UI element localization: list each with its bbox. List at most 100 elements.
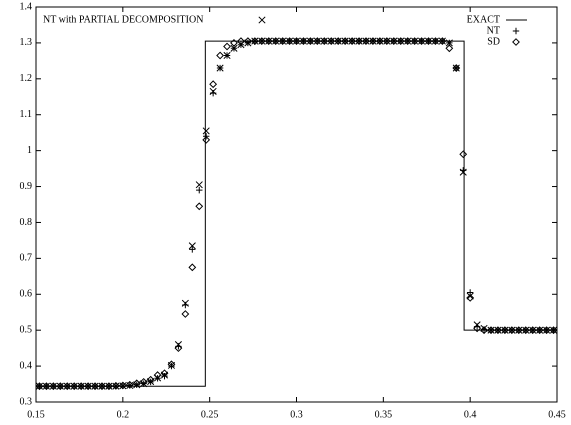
- cross-marker: [341, 37, 349, 45]
- cross-marker: [279, 37, 287, 45]
- x-tick-label: 0.35: [375, 409, 393, 420]
- diamond-marker: [202, 135, 211, 144]
- cross-marker: [216, 64, 224, 72]
- diamond-marker: [271, 37, 280, 46]
- diamond-marker: [35, 382, 44, 391]
- diamond-marker: [410, 37, 419, 46]
- cross-marker: [105, 382, 113, 390]
- cross-marker: [195, 181, 203, 189]
- diamond-marker: [396, 37, 405, 46]
- diamond-marker: [389, 37, 398, 46]
- legend-label: SD: [487, 36, 500, 47]
- diamond-marker: [77, 382, 86, 391]
- x-tick-label: 0.15: [27, 409, 45, 420]
- cross-marker: [452, 64, 460, 72]
- diamond-marker: [299, 37, 308, 46]
- cross-marker: [355, 37, 363, 45]
- cross-marker: [362, 37, 370, 45]
- diamond-marker: [535, 326, 544, 335]
- cross-marker: [445, 39, 453, 47]
- legend-label: NT with PARTIAL DECOMPOSITION: [43, 14, 203, 25]
- diamond-marker: [250, 37, 259, 46]
- cross-marker: [515, 326, 523, 334]
- cross-marker: [209, 87, 217, 95]
- cross-marker: [84, 382, 92, 390]
- diamond-marker: [49, 382, 58, 391]
- cross-marker: [390, 37, 398, 45]
- cross-marker: [237, 41, 245, 49]
- cross-marker: [63, 382, 71, 390]
- diamond-marker: [313, 37, 322, 46]
- diamond-marker: [382, 37, 391, 46]
- diamond-marker: [341, 37, 350, 46]
- diamond-marker: [243, 37, 252, 46]
- cross-marker: [543, 326, 551, 334]
- cross-marker: [494, 326, 502, 334]
- x-tick-label: 0.4: [464, 409, 477, 420]
- diamond-marker: [146, 375, 155, 384]
- cross-marker: [147, 377, 155, 386]
- cross-marker: [306, 37, 314, 45]
- cross-marker: [98, 382, 106, 390]
- diamond-marker: [84, 382, 93, 391]
- diamond-marker: [459, 150, 468, 159]
- legend-label: NT: [487, 25, 500, 36]
- plus-marker: [512, 27, 520, 35]
- cross-marker: [70, 382, 78, 390]
- exact-line: [36, 40, 557, 387]
- diamond-marker: [438, 37, 447, 46]
- cross-marker: [126, 381, 134, 390]
- cross-marker: [313, 37, 321, 45]
- diamond-marker: [466, 293, 475, 302]
- cross-marker: [119, 382, 127, 390]
- diamond-marker: [188, 263, 197, 272]
- cross-marker: [258, 16, 266, 24]
- diamond-marker: [285, 37, 294, 46]
- cross-marker: [404, 37, 412, 45]
- diamond-marker: [160, 369, 169, 378]
- cross-marker: [473, 321, 481, 329]
- y-tick-label: 0.6: [20, 289, 33, 300]
- diamond-marker: [500, 326, 509, 335]
- diamond-marker: [105, 382, 113, 391]
- plus-marker: [168, 362, 175, 370]
- diamond-marker: [91, 382, 99, 391]
- diamond-marker: [98, 382, 106, 391]
- diamond-marker: [292, 37, 301, 46]
- cross-marker: [529, 326, 537, 334]
- cross-marker: [376, 37, 384, 45]
- cross-marker: [424, 37, 433, 45]
- diamond-marker: [375, 37, 384, 46]
- diamond-marker: [403, 37, 412, 46]
- y-tick-label: 1: [27, 145, 32, 156]
- y-tick-label: 0.9: [20, 181, 33, 192]
- cross-marker: [265, 37, 273, 45]
- x-tick-label: 0.25: [201, 409, 219, 420]
- x-tick-label: 0.2: [117, 409, 130, 420]
- cross-marker: [508, 326, 516, 334]
- diamond-marker: [56, 382, 65, 391]
- cross-marker: [223, 51, 231, 60]
- cross-marker: [160, 371, 169, 379]
- diamond-marker: [320, 37, 329, 46]
- cross-marker: [431, 37, 439, 45]
- diamond-marker: [445, 44, 454, 53]
- diamond-marker: [487, 326, 495, 335]
- y-tick-label: 0.3: [20, 396, 33, 407]
- cross-marker: [35, 382, 44, 390]
- y-tick-label: 0.4: [20, 360, 33, 371]
- cross-marker: [230, 44, 238, 52]
- cross-marker: [285, 37, 294, 45]
- cross-marker: [251, 37, 259, 45]
- y-tick-label: 0.8: [20, 217, 33, 228]
- diamond-marker: [63, 382, 72, 391]
- diamond-marker: [542, 326, 551, 335]
- cross-marker: [369, 37, 377, 45]
- diamond-marker: [216, 51, 224, 60]
- cross-marker: [522, 326, 530, 334]
- cross-marker: [466, 292, 474, 300]
- diamond-marker: [327, 37, 336, 46]
- diamond-marker: [223, 42, 231, 51]
- diamond-marker: [452, 64, 461, 72]
